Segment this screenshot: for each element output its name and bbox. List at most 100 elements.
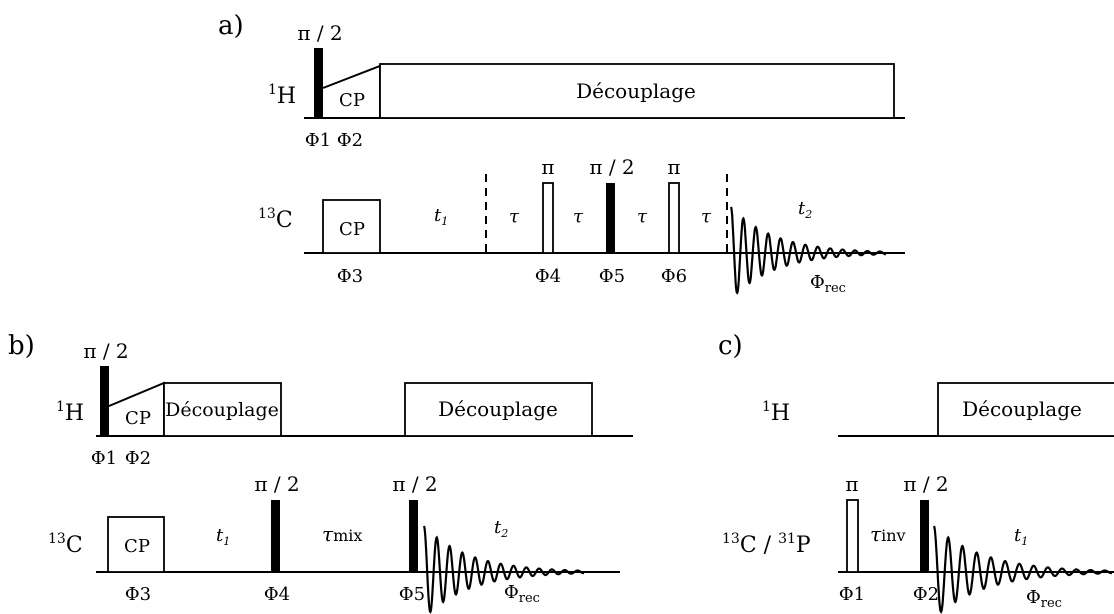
panel-a-phase-rec-sub: rec (825, 281, 846, 296)
panel-b-t1-sub: 1 (223, 535, 230, 548)
panel-a-t2-label: t2 (798, 198, 812, 221)
panel-a-pi-pulse-2 (668, 182, 680, 254)
panel-c-h-decoupling-label: Découplage (962, 397, 1082, 421)
panel-a-tau-1: τ (509, 206, 520, 227)
panel-c-phase-2: Φ2 (913, 584, 939, 605)
panel-a-c-cp-label: CP (339, 219, 365, 240)
panel-a-fid-signal (729, 206, 887, 295)
panel-b-h-decoupling-label-2: Découplage (438, 397, 558, 421)
panel-b-fid-signal (422, 525, 585, 614)
panel-b-c-cp-label: CP (124, 536, 150, 557)
panel-a-h-element: H (277, 84, 296, 109)
panel-c-x-separator: / (757, 533, 778, 558)
panel-b-c-channel: 13C CP Φ3 t1 π / 2 Φ4 τmix π / 2 Φ5 t2 Φ… (48, 472, 620, 614)
panel-b-c-phase-3: Φ3 (125, 584, 151, 605)
panel-c-tau-inv-sub: inv (881, 526, 905, 545)
panel-b-h-mass-number: 1 (56, 399, 65, 415)
panel-b-h-phase-2: Φ2 (125, 448, 151, 469)
panel-a-phase-6: Φ6 (661, 266, 687, 287)
panel-a-h-channel-label: 1H (268, 82, 296, 109)
panel-a-pi-pulse-1 (542, 182, 554, 254)
panel-a-h-pi2-pulse (314, 48, 323, 118)
panel-b-h-channel-label: 1H (56, 399, 84, 426)
panel-b-pi2-pulse-1 (271, 500, 280, 572)
panel-c-h-element: H (771, 401, 790, 426)
panel-a-t1-sub: 1 (441, 215, 448, 228)
panel-c-phase-rec: Φrec (1026, 587, 1062, 611)
panel-a-h-phase-1: Φ1 (305, 130, 331, 151)
panel-a-phase-5: Φ5 (599, 266, 625, 287)
panel-b: b) 1H π / 2 CP Découplage Découplage Φ1 … (8, 331, 633, 614)
panel-b-pi2-pulse-2 (409, 500, 418, 572)
panel-a-h-decoupling-block (379, 63, 895, 119)
panel-a-t1-main: t (434, 205, 442, 226)
panel-a-t1-label: t1 (434, 205, 448, 228)
panel-b-c-mass-number: 13 (48, 531, 66, 547)
panel-b-h-phase-1: Φ1 (91, 448, 117, 469)
panel-c-pi2-pulse (920, 500, 929, 572)
panel-b-t2-main: t (494, 517, 502, 538)
panel-a-phase-rec: Φrec (810, 272, 846, 296)
panel-c-t1-main: t (1014, 525, 1022, 546)
panel-b-phase-rec-sub: rec (519, 591, 540, 606)
panel-a-h-decoupling-label: Découplage (576, 79, 696, 103)
panel-a-c-element: C (276, 208, 293, 233)
panel-b-tau-mix-main: τ (322, 522, 334, 546)
panel-a-h-pi2-label: π / 2 (297, 21, 342, 45)
panel-a-c-channel: 13C CP Φ3 t1 τ π Φ4 τ π / 2 Φ5 τ π Φ6 τ … (258, 155, 905, 296)
panel-b-phase-4: Φ4 (264, 584, 290, 605)
panel-b-h-decoupling-block-1 (163, 382, 282, 437)
panel-b-pi2-label-1: π / 2 (254, 472, 299, 496)
panel-c-pi-pulse (846, 499, 859, 573)
panel-a-phase-rec-main: Φ (810, 272, 825, 293)
panel-c-fid-signal (932, 525, 1113, 614)
panel-b-label: b) (8, 331, 35, 361)
panel-b-t1-label: t1 (216, 525, 230, 548)
panel-b-pi2-label-2: π / 2 (392, 472, 437, 496)
panel-a-t2-main: t (798, 198, 806, 219)
panel-c-h-channel-label: 1H (762, 399, 790, 426)
panel-a-h-mass-number: 1 (268, 82, 277, 98)
panel-c-h-decoupling-block (937, 382, 1114, 437)
panel-b-tau-mix: τmix (322, 522, 362, 546)
panel-b-h-pi2-pulse (100, 366, 109, 436)
panel-b-h-decoupling-label-1: Découplage (165, 399, 279, 421)
panel-b-h-pi2-label: π / 2 (83, 339, 128, 363)
panel-a-pi-label-1: π (541, 155, 554, 179)
panel-c-phase-1: Φ1 (839, 584, 865, 605)
panel-b-c-element: C (66, 533, 83, 558)
panel-b-h-element: H (65, 401, 84, 426)
panel-a-pi2-label: π / 2 (589, 155, 634, 179)
panel-a-h-cp-label: CP (339, 90, 365, 111)
panel-b-h-decoupling-block-2 (404, 382, 593, 437)
panel-b-c-cp-block (107, 516, 165, 573)
panel-c-x-channel: 13C / 31P π Φ1 τinv π / 2 Φ2 t1 Φrec (722, 472, 1114, 614)
panel-c-t1-label: t1 (1014, 525, 1028, 548)
panel-a-h-channel: 1H π / 2 CP Découplage Φ1 Φ2 (268, 21, 905, 151)
panel-a-c-cp-block (322, 199, 381, 254)
panel-c-phase-rec-main: Φ (1026, 587, 1041, 608)
panel-c-h-channel: 1H Découplage (762, 382, 1114, 437)
panel-a-c-mass-number: 13 (258, 206, 276, 222)
panel-a-phase-4: Φ4 (535, 266, 561, 287)
panel-b-c-channel-label: 13C (48, 531, 83, 558)
panel-a-tau-4: τ (701, 206, 712, 227)
panel-a-tau-3: τ (637, 206, 648, 227)
panel-b-t2-label: t2 (494, 517, 508, 540)
panel-b-phase-rec: Φrec (504, 582, 540, 606)
panel-c-t1-sub: 1 (1021, 535, 1028, 548)
panel-c-tau-inv-main: τ (870, 522, 882, 546)
panel-a-t2-sub: 2 (804, 208, 812, 221)
panel-a-c-channel-label: 13C (258, 206, 293, 233)
panel-c-x-mass-number-1: 13 (722, 531, 740, 547)
panel-a: a) 1H π / 2 CP Découplage Φ1 Φ2 13C CP Φ… (218, 11, 905, 296)
panel-c-h-mass-number: 1 (762, 399, 771, 415)
panel-b-phase-5: Φ5 (399, 584, 425, 605)
panel-b-t2-sub: 2 (500, 527, 508, 540)
panel-b-t1-main: t (216, 525, 224, 546)
panel-a-h-phase-2: Φ2 (337, 130, 363, 151)
panel-b-h-channel: 1H π / 2 CP Découplage Découplage Φ1 Φ2 (56, 339, 633, 469)
panel-b-h-cp-label: CP (125, 408, 151, 429)
panel-c-x-element-2: P (796, 533, 811, 558)
